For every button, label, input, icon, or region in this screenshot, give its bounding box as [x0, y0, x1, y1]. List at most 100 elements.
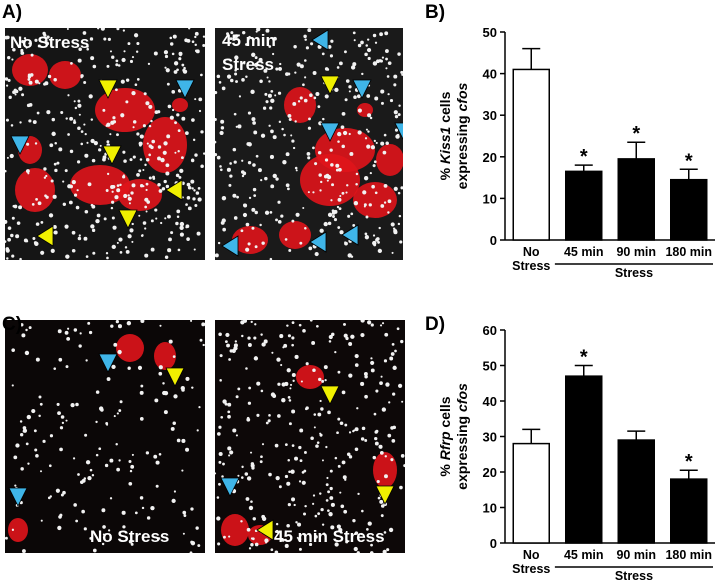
grain	[116, 412, 119, 415]
grain	[139, 496, 144, 500]
grain	[5, 77, 9, 81]
grain	[77, 126, 81, 131]
grain	[242, 30, 246, 35]
grain	[219, 354, 223, 358]
grain	[373, 160, 377, 164]
grain	[169, 36, 173, 40]
grain	[191, 386, 194, 389]
grain	[54, 141, 57, 145]
grain	[295, 521, 298, 524]
grain	[150, 219, 154, 223]
grain	[316, 441, 320, 444]
grain	[40, 220, 44, 224]
grain	[272, 173, 277, 179]
grain	[339, 421, 344, 426]
grain	[215, 153, 218, 157]
grain	[314, 534, 318, 539]
grain	[165, 68, 170, 73]
grain	[376, 59, 380, 64]
grain	[345, 540, 349, 544]
image-caption: No Stress	[90, 527, 169, 546]
grain	[97, 28, 100, 30]
grain	[226, 167, 231, 172]
grain	[162, 390, 167, 396]
grain	[319, 432, 322, 435]
grain	[55, 488, 60, 493]
grain	[392, 392, 396, 396]
grain	[67, 133, 70, 136]
grain	[379, 324, 383, 327]
grain	[327, 212, 333, 218]
grain	[372, 455, 377, 460]
significance-marker: *	[580, 347, 588, 369]
grain	[348, 455, 353, 459]
grain	[229, 162, 232, 165]
grain	[58, 515, 62, 519]
grain	[317, 150, 322, 155]
grain	[113, 342, 118, 347]
grain	[157, 156, 161, 161]
grain	[271, 52, 275, 56]
grain	[117, 324, 122, 329]
grain	[102, 157, 106, 162]
grain	[364, 439, 368, 442]
grain	[197, 187, 201, 190]
grain	[19, 433, 24, 437]
arrowhead	[320, 122, 340, 142]
y-axis-label-part: %	[437, 164, 453, 180]
grain	[237, 387, 241, 391]
grain	[248, 386, 252, 390]
grain	[42, 439, 46, 443]
grain	[240, 320, 245, 325]
grain	[43, 82, 47, 86]
grain	[285, 183, 290, 188]
grain	[128, 459, 132, 464]
grain	[378, 444, 383, 449]
grain	[383, 474, 388, 479]
grain	[233, 343, 238, 348]
grain	[364, 232, 368, 236]
grain	[317, 44, 322, 49]
grain	[169, 115, 174, 120]
grain	[60, 415, 65, 419]
grain	[291, 139, 295, 143]
grain	[385, 382, 390, 387]
grain	[312, 71, 317, 75]
grain	[265, 541, 268, 544]
grain	[270, 184, 275, 189]
grain	[233, 216, 238, 220]
grain	[331, 183, 335, 187]
grain	[340, 125, 345, 130]
grain	[185, 203, 188, 206]
grain	[294, 166, 298, 170]
x-tick-label: No Stress	[512, 245, 550, 273]
grain	[139, 390, 144, 395]
grain	[397, 113, 401, 117]
grain	[344, 423, 348, 427]
grain	[252, 121, 256, 125]
grain	[190, 507, 194, 511]
grain	[35, 357, 40, 362]
grain	[366, 94, 371, 98]
grain	[198, 406, 201, 409]
grain	[28, 80, 33, 85]
grain	[341, 460, 346, 465]
grain	[350, 212, 354, 216]
grain	[265, 421, 269, 425]
grain	[20, 48, 24, 52]
grain	[232, 428, 237, 433]
grain	[129, 59, 134, 64]
grain	[216, 516, 221, 521]
grain	[169, 42, 174, 46]
grain	[43, 167, 47, 171]
grain	[81, 509, 85, 514]
grain	[84, 209, 89, 214]
grain	[50, 248, 55, 253]
grain	[151, 139, 156, 144]
grain	[136, 78, 140, 81]
grain	[309, 93, 313, 97]
grain	[31, 203, 35, 206]
grain	[142, 221, 147, 225]
grain	[145, 182, 149, 186]
y-tick-label: 50	[483, 25, 497, 40]
